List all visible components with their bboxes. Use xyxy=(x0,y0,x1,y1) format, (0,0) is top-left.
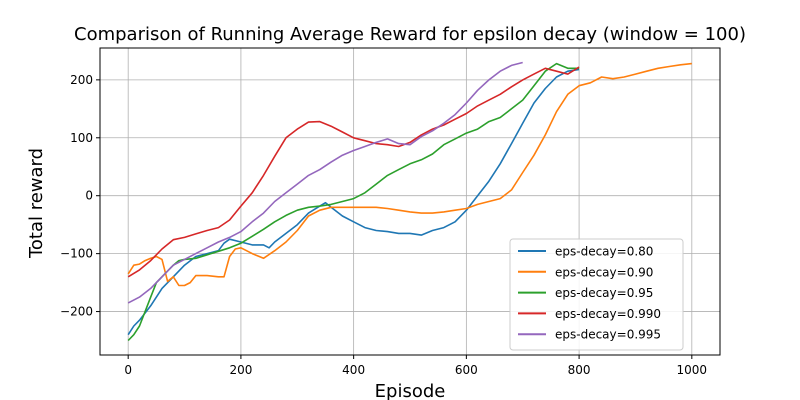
y-tick-label-1: −100 xyxy=(60,247,93,261)
y-tick-label-2: 0 xyxy=(85,189,93,203)
y-tick-label-0: −200 xyxy=(60,305,93,319)
y-tick-label-4: 200 xyxy=(70,73,93,87)
x-tick-label-4: 800 xyxy=(568,363,591,377)
legend-label-1: eps-decay=0.90 xyxy=(555,265,653,279)
x-tick-label-0: 0 xyxy=(124,363,132,377)
series-line-4 xyxy=(127,61,523,304)
y-tick-label-3: 100 xyxy=(70,131,93,145)
x-tick-label-2: 400 xyxy=(342,363,365,377)
legend-label-3: eps-decay=0.990 xyxy=(555,307,661,321)
axes-frame xyxy=(99,47,721,356)
chart-title: Comparison of Running Average Reward for… xyxy=(74,24,746,45)
legend-label-0: eps-decay=0.80 xyxy=(555,245,653,259)
x-tick-label-3: 600 xyxy=(455,363,478,377)
series-line-3 xyxy=(127,66,580,278)
legend-label-2: eps-decay=0.95 xyxy=(555,286,653,300)
x-tick-label-5: 1000 xyxy=(677,363,708,377)
series-line-1 xyxy=(127,62,692,287)
y-axis-label: Total reward xyxy=(26,148,47,259)
x-tick-label-1: 200 xyxy=(229,363,252,377)
legend-box xyxy=(509,238,684,351)
legend-label-4: eps-decay=0.995 xyxy=(555,328,661,342)
x-axis-label: Episode xyxy=(375,381,446,400)
plot-area: 0 200 400 600 800 1000 −200 −100 0 100 200 eps-deca… xyxy=(60,47,721,377)
